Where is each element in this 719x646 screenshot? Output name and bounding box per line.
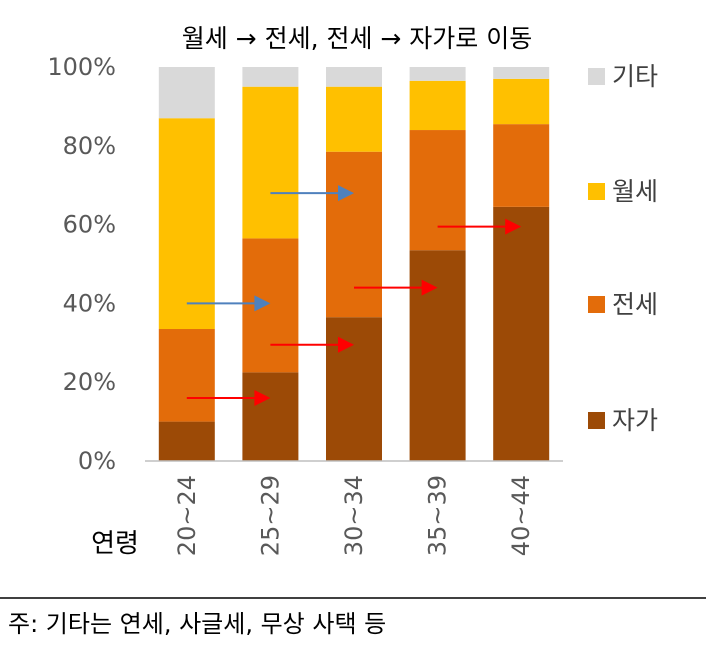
arrow-annotation — [270, 185, 354, 202]
legend-item: 전세 — [588, 290, 658, 319]
chart-title: 월세 → 전세, 전세 → 자가로 이동 — [182, 24, 533, 53]
bar-segment — [158, 329, 215, 422]
bar-segment — [158, 67, 215, 119]
legend-label: 월세 — [612, 177, 658, 206]
y-tick-label: 40% — [63, 289, 116, 317]
bar-segment — [409, 80, 466, 131]
y-tick-label: 0% — [78, 447, 116, 475]
bar-segment — [409, 67, 466, 81]
bar-segment — [242, 86, 299, 239]
bar-segment — [242, 372, 299, 461]
annotations-layer — [186, 185, 522, 406]
legend-item: 자가 — [588, 406, 658, 435]
bar-segment — [493, 206, 550, 461]
y-axis: 0% 20% 40% 60% 80% 100% — [47, 53, 116, 475]
legend-item: 월세 — [588, 177, 658, 206]
footnote: 주: 기타는 연세, 사글세, 무상 사택 등 — [8, 610, 386, 638]
bar-segment — [326, 151, 382, 318]
bar-segment — [493, 67, 550, 79]
y-tick-label: 20% — [63, 368, 116, 396]
bar-segment — [158, 118, 215, 330]
x-axis: 20~24 25~29 30~34 35~39 40~44 — [173, 475, 535, 556]
bar-segment — [242, 67, 299, 87]
x-tick-label: 20~24 — [173, 475, 201, 556]
bar-segment — [326, 86, 382, 152]
legend-label: 자가 — [612, 406, 658, 435]
arrow-annotation — [354, 279, 438, 296]
x-axis-label: 연령 — [91, 529, 139, 559]
legend-swatch — [588, 412, 605, 429]
bar-segment — [158, 421, 215, 461]
legend-label: 기타 — [612, 62, 658, 91]
y-tick-label: 60% — [63, 211, 116, 239]
bar-segment — [326, 317, 382, 461]
y-tick-label: 80% — [63, 132, 116, 160]
legend-item: 기타 — [588, 62, 658, 91]
legend-label: 전세 — [612, 290, 658, 319]
bar-segment — [493, 78, 550, 125]
bar-segment — [409, 250, 466, 461]
y-tick-label: 100% — [47, 53, 116, 81]
bars-layer — [158, 67, 550, 461]
bar-segment — [493, 124, 550, 207]
bar-segment — [409, 130, 466, 251]
arrow-annotation — [186, 389, 271, 406]
x-tick-label: 40~44 — [507, 475, 535, 556]
arrow-annotation — [270, 336, 354, 353]
bar-segment — [242, 238, 299, 373]
bar-segment — [326, 67, 382, 87]
x-tick-label: 25~29 — [256, 475, 284, 556]
legend-swatch — [588, 183, 605, 200]
arrow-annotation — [186, 295, 271, 312]
x-tick-label: 30~34 — [340, 475, 368, 556]
legend-swatch — [588, 296, 605, 313]
x-tick-label: 35~39 — [424, 475, 452, 556]
arrow-annotation — [437, 218, 522, 235]
legend-swatch — [588, 68, 605, 85]
